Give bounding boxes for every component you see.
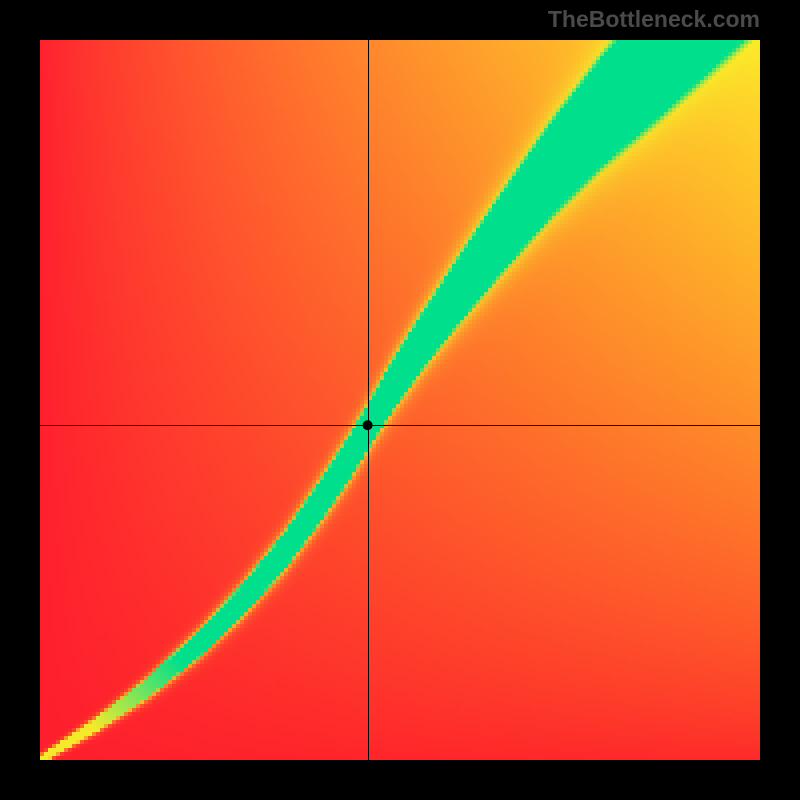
watermark-text: TheBottleneck.com <box>548 6 760 33</box>
stage: TheBottleneck.com <box>0 0 800 800</box>
bottleneck-heatmap <box>40 40 760 760</box>
